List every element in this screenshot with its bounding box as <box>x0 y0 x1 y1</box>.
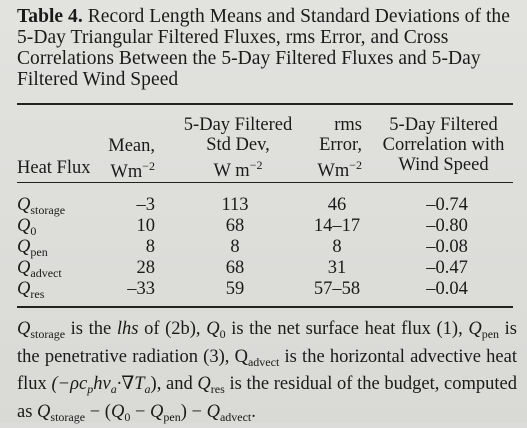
header-std-unit: W m−2 <box>213 158 263 181</box>
row-corr: –0.47 <box>426 258 468 278</box>
header-mean-unit: Wm−2 <box>110 159 155 182</box>
row-symbol: Qstorage <box>17 195 66 217</box>
header-corr-line3: Wind Speed <box>398 155 489 175</box>
table-footnote: Qstorage is the lhs of (2b), Q0 is the n… <box>17 319 517 424</box>
header-std-line1: 5-Day Filtered <box>183 115 293 135</box>
table-row: Qstorage –3 113 46 –0.74 <box>17 195 517 217</box>
header-rms: rms Error, Wm−2 <box>300 115 362 181</box>
header-corr: 5-Day Filtered Correlation with Wind Spe… <box>370 115 517 175</box>
header-rms-unit: Wm−2 <box>317 158 362 181</box>
row-rms: 14–17 <box>313 216 361 236</box>
table-row: Qadvect 28 68 31 –0.47 <box>17 258 517 280</box>
row-symbol: Qres <box>17 279 45 301</box>
row-symbol: Qadvect <box>17 258 62 280</box>
table-row: Qres –33 59 57–58 –0.04 <box>17 279 517 301</box>
header-rule <box>17 182 513 183</box>
bottom-rule <box>17 306 513 308</box>
header-corr-line1: 5-Day Filtered <box>389 115 498 135</box>
row-mean: –33 <box>127 279 155 299</box>
row-rms: 8 <box>332 237 342 257</box>
header-rms-line2: Error, <box>319 135 362 155</box>
row-rms: 31 <box>327 258 347 278</box>
row-corr: –0.08 <box>426 237 468 257</box>
row-std: 68 <box>225 258 245 278</box>
row-mean: –3 <box>136 195 156 215</box>
row-symbol: Q0 <box>17 216 37 238</box>
row-mean: 28 <box>136 258 156 278</box>
row-std: 68 <box>225 216 245 236</box>
row-rms: 57–58 <box>313 279 361 299</box>
row-std: 8 <box>230 237 240 257</box>
header-mean-line1: Mean, <box>108 136 155 156</box>
row-corr: –0.74 <box>426 195 468 215</box>
table-caption: Table 4. Record Length Means and Standar… <box>17 6 517 90</box>
header-rms-line1: rms <box>334 115 362 135</box>
row-corr: –0.80 <box>426 216 468 236</box>
top-rule <box>17 103 513 105</box>
table-row: Q0 10 68 14–17 –0.80 <box>17 216 517 238</box>
row-mean: 8 <box>145 237 155 257</box>
caption-text: Record Length Means and Standard Deviati… <box>17 6 510 90</box>
header-std-line2: Std Dev, <box>206 135 270 155</box>
header-std: 5-Day Filtered Std Dev, W m−2 <box>168 115 308 181</box>
row-std: 59 <box>225 279 245 299</box>
row-symbol: Qpen <box>17 237 48 259</box>
row-rms: 46 <box>327 195 347 215</box>
table-row: Qpen 8 8 8 –0.08 <box>17 237 517 259</box>
header-mean: Mean, Wm−2 <box>100 136 155 182</box>
caption-label: Table 4. <box>17 6 83 27</box>
row-mean: 10 <box>136 216 156 236</box>
row-std: 113 <box>221 195 249 215</box>
row-corr: –0.04 <box>426 279 468 299</box>
header-heat-flux: Heat Flux <box>17 158 91 178</box>
header-corr-line2: Correlation with <box>382 135 505 155</box>
